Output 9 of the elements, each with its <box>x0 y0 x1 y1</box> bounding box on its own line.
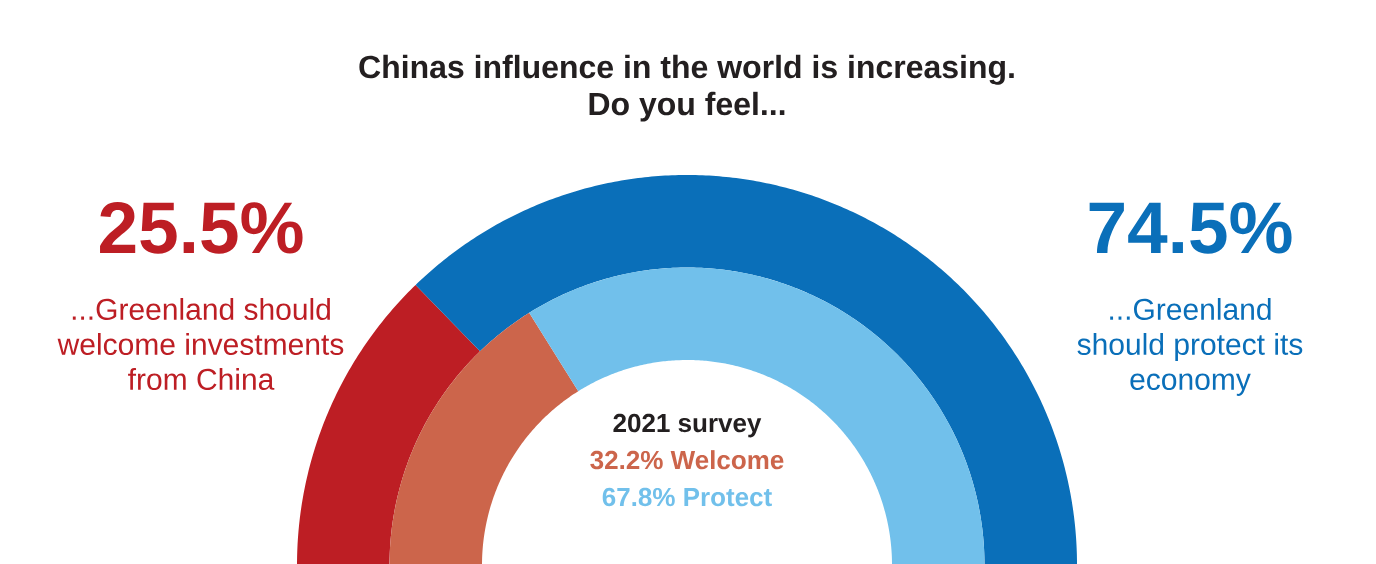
text: 67.8% Protect <box>602 487 772 507</box>
text: 32.2% Welcome <box>590 450 784 470</box>
data-label: 74.5% <box>1089 202 1292 254</box>
chart-title: Chinas influence in the world is increasing. <box>359 54 1014 85</box>
slice-label: ...Greenland should welcome investments from China <box>57 297 344 391</box>
slice-label: 2021 survey <box>613 413 762 438</box>
slice-label: ...Greenland should protect its economy <box>1077 297 1303 396</box>
data-label: 25.5% <box>100 202 303 254</box>
chart-subtitle: Do you feel... <box>589 91 785 122</box>
